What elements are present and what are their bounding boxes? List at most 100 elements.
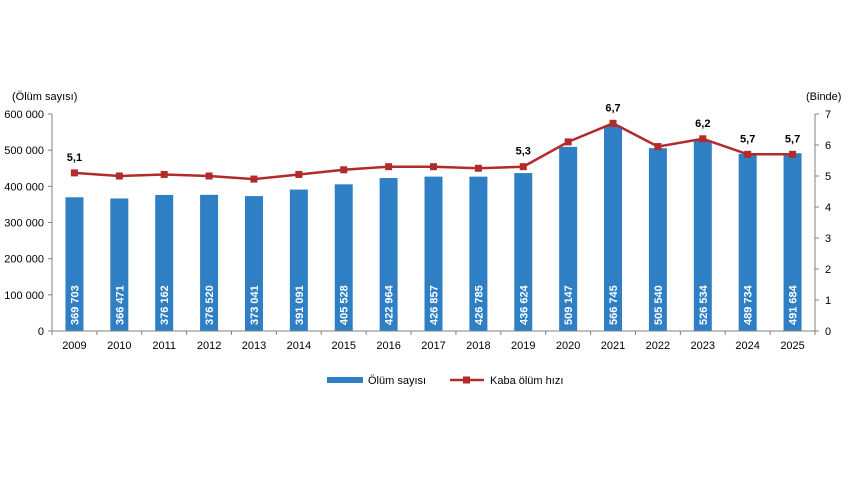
legend-label-line: Kaba ölüm hızı: [490, 375, 563, 387]
x-axis-tick-label: 2015: [331, 340, 355, 352]
x-axis-tick-label: 2017: [421, 340, 445, 352]
x-axis-tick-label: 2009: [62, 340, 86, 352]
bar: [693, 140, 712, 331]
line-point: [340, 166, 348, 174]
line-point: [160, 170, 168, 178]
x-axis-tick-label: 2025: [780, 340, 804, 352]
right-axis-tick-label: 4: [825, 202, 831, 214]
x-axis-tick-label: 2012: [197, 340, 221, 352]
line-point: [609, 119, 617, 127]
legend-swatch-bar: [327, 377, 363, 383]
legend-swatch-marker: [463, 376, 470, 384]
bar: [559, 146, 578, 331]
left-axis-tick-label: 500 000: [4, 145, 44, 157]
left-axis-unit-label: (Ölüm sayısı): [12, 91, 77, 103]
line-point: [744, 150, 752, 158]
line-point-label: 5,7: [740, 133, 755, 145]
bar-value-label: 422 964: [384, 284, 396, 325]
right-axis-tick-label: 0: [825, 326, 831, 338]
bar: [289, 189, 308, 331]
x-axis-tick-label: 2024: [735, 340, 759, 352]
bar-value-label: 369 703: [69, 285, 81, 325]
left-axis-tick-label: 0: [38, 326, 44, 338]
line-point-label: 5,3: [516, 146, 531, 158]
line-point: [474, 164, 482, 172]
bar-labels-group: 369 703 366 471 376 162 376 520 373 041 391 0…: [69, 284, 799, 325]
right-axis-tick-label: 3: [825, 233, 831, 245]
bar-value-label: 505 540: [653, 285, 665, 325]
x-axis-tick-label: 2011: [152, 340, 176, 352]
bar: [155, 194, 174, 331]
line-point: [430, 163, 437, 171]
right-axis-unit-label: (Binde): [806, 91, 841, 103]
left-axis-tick-label: 600 000: [4, 109, 44, 121]
bar-value-label: 376 162: [159, 285, 171, 325]
bar-value-label: 426 857: [429, 285, 441, 325]
left-axis-tick-label: 100 000: [4, 290, 44, 302]
line-point: [205, 172, 213, 180]
line-point-label: 6,7: [605, 102, 620, 114]
line-point-label: 6,2: [695, 118, 710, 130]
line-point: [519, 163, 527, 171]
x-axis-tick-label: 2013: [242, 340, 266, 352]
bar: [334, 184, 353, 331]
bar-value-label: 366 471: [114, 285, 126, 325]
line-point: [385, 163, 393, 171]
bar: [604, 126, 623, 331]
x-axis-tick-label: 2016: [376, 340, 400, 352]
bar-value-label: 509 147: [563, 285, 575, 325]
bar-value-label: 526 534: [698, 284, 710, 325]
bar: [200, 194, 219, 331]
axes-group: 0 100 000 200 000 300 000 400 000 500 000 600 …: [4, 109, 831, 352]
line-point: [295, 170, 303, 178]
bar: [379, 178, 398, 331]
line-point-label: 5,1: [67, 152, 82, 164]
right-axis-tick-label: 2: [825, 264, 831, 276]
bar: [110, 198, 129, 331]
legend-label-bar: Ölüm sayısı: [368, 375, 426, 387]
line-series: [74, 121, 793, 181]
line-point: [699, 135, 707, 143]
bar-value-label: 373 041: [249, 285, 261, 325]
bar-value-label: 426 785: [473, 285, 485, 325]
x-axis-tick-label: 2014: [287, 340, 311, 352]
bar: [469, 176, 488, 331]
left-axis-tick-label: 400 000: [4, 181, 44, 193]
right-axis-tick-label: 7: [825, 109, 831, 121]
bar-value-label: 566 745: [608, 285, 620, 325]
x-axis-tick-label: 2021: [601, 340, 625, 352]
bar: [65, 197, 84, 331]
line-point: [115, 172, 123, 180]
point-labels-group: 5,1 5,3 6,7 6,2 5,7 5,7: [67, 102, 800, 164]
line-point: [250, 175, 258, 183]
bar-value-label: 405 528: [339, 285, 351, 325]
left-axis-tick-label: 200 000: [4, 254, 44, 266]
x-axis-tick-label: 2019: [511, 340, 535, 352]
bars-group: [65, 126, 802, 331]
bar-value-label: 376 520: [204, 285, 216, 325]
right-axis-tick-label: 1: [825, 295, 831, 307]
line-point: [70, 169, 78, 177]
x-axis-tick-label: 2010: [107, 340, 131, 352]
right-axis-tick-label: 6: [825, 140, 831, 152]
legend: Ölüm sayısı Kaba ölüm hızı: [327, 375, 563, 387]
x-axis-tick-label: 2020: [556, 340, 580, 352]
bar-value-label: 491 684: [788, 284, 800, 325]
line-point: [789, 150, 797, 158]
bar: [244, 196, 263, 331]
bar: [783, 153, 802, 331]
x-axis-tick-label: 2018: [466, 340, 490, 352]
bar: [648, 148, 667, 331]
line-point-label: 5,7: [785, 133, 800, 145]
x-axis-tick-label: 2022: [646, 340, 670, 352]
left-axis-tick-label: 300 000: [4, 218, 44, 230]
bar-value-label: 436 624: [518, 284, 530, 325]
bar: [738, 153, 757, 331]
bar-value-label: 391 091: [294, 285, 306, 325]
bar-value-label: 489 734: [743, 284, 755, 325]
x-axis-tick-label: 2023: [691, 340, 715, 352]
line-point: [564, 138, 572, 146]
line-point: [654, 143, 662, 151]
line-series-group: [70, 119, 797, 183]
